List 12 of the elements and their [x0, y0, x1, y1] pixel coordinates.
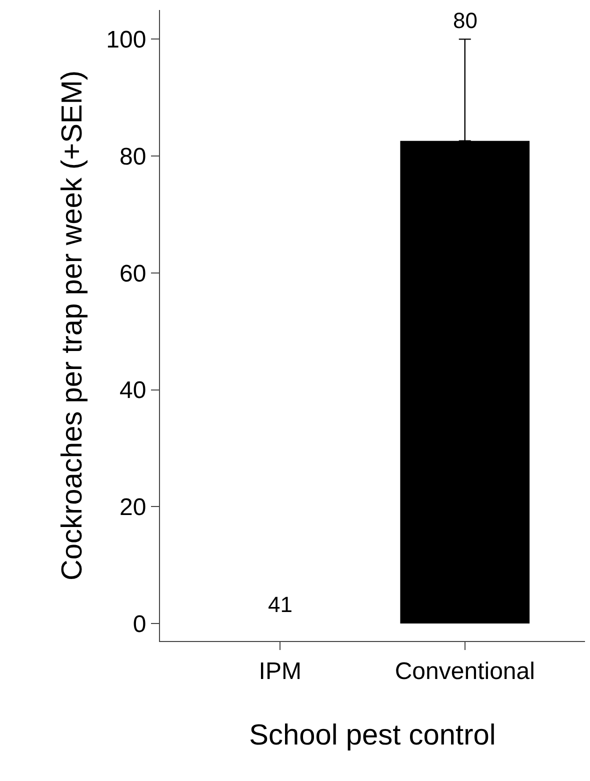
y-axis-title: Cockroaches per trap per week (+SEM) — [56, 70, 89, 581]
y-tick-label: 100 — [106, 26, 146, 54]
x-axis-title: School pest control — [249, 720, 496, 752]
annotation: 41 — [268, 592, 292, 617]
y-tick-label: 80 — [119, 143, 146, 170]
x-tick-label: IPM — [258, 658, 302, 685]
y-tick-label: 40 — [119, 377, 146, 404]
y-tick-label: 60 — [119, 260, 146, 288]
y-tick-label: 0 — [132, 610, 146, 638]
x-tick-label: Conventional — [394, 658, 535, 685]
y-tick-label: 20 — [119, 494, 146, 522]
annotation: 80 — [453, 8, 478, 33]
